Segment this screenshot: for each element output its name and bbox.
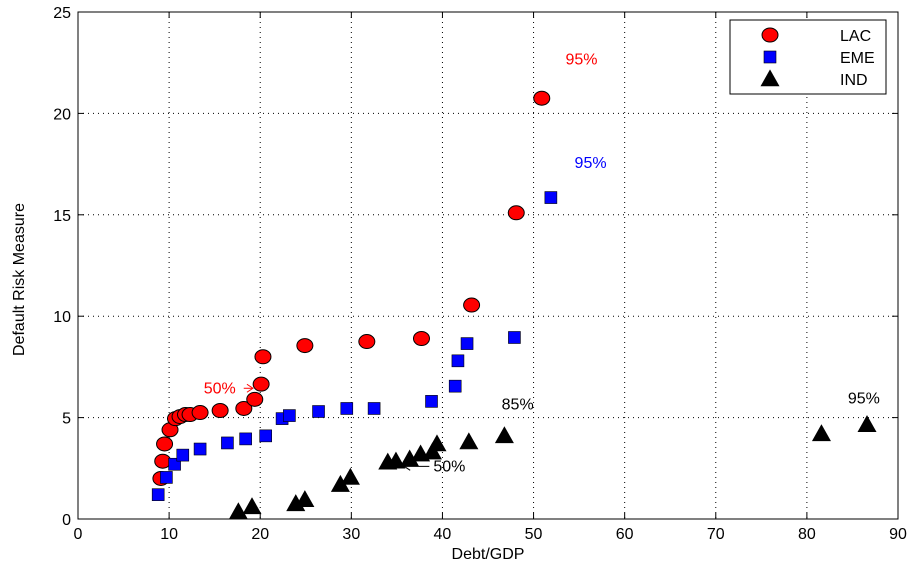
legend-label-eme: EME [840, 50, 875, 67]
data-marks [151, 90, 877, 520]
lac-point [254, 349, 272, 365]
lac-point [211, 403, 229, 419]
x-tick-label: 0 [74, 526, 83, 543]
lac-point [235, 400, 253, 416]
ind-point [427, 434, 447, 452]
lac-point [533, 90, 551, 106]
annotation-arrowhead [246, 383, 254, 393]
legend-label-lac: LAC [840, 28, 871, 45]
annotation-label: 50% [204, 380, 236, 397]
annotation-label: 85% [502, 396, 534, 413]
eme-point [451, 354, 465, 368]
ind-point [494, 426, 514, 444]
lac-point [191, 405, 209, 421]
y-tick-label: 5 [62, 411, 71, 428]
eme-point [259, 429, 272, 443]
ind-point [386, 451, 406, 469]
lac-point [252, 376, 270, 392]
eme-point [460, 337, 474, 350]
x-tick-label: 30 [342, 526, 360, 543]
ind-point [459, 432, 479, 450]
legend-marker-eme [763, 50, 777, 64]
axis-ticks: 0 10 20 30 40 50 60 70 80 90 0 5 10 15 20 25 [53, 5, 907, 543]
annotation-label: 95% [565, 52, 597, 69]
y-tick-label: 20 [53, 106, 71, 123]
eme-point [508, 331, 521, 344]
y-tick-label: 15 [53, 208, 71, 225]
eme-point [340, 402, 354, 415]
annotation-label: 95% [848, 390, 880, 407]
lac-point [463, 297, 481, 313]
x-tick-label: 60 [616, 526, 634, 543]
annotation-label: 50% [433, 458, 465, 475]
lac-point [246, 391, 264, 407]
eme-point [312, 405, 325, 418]
x-tick-label: 80 [798, 526, 816, 543]
y-tick-label: 10 [53, 309, 71, 326]
eme-point [193, 442, 207, 456]
eme-point [151, 488, 165, 501]
eme-point [367, 402, 381, 415]
x-tick-label: 20 [251, 526, 269, 543]
series-eme [151, 191, 558, 501]
annotation-arrowhead [403, 461, 411, 471]
legend-marker-ind [760, 69, 780, 87]
y-tick-label: 25 [53, 5, 71, 22]
eme-point [176, 448, 190, 462]
lac-point [156, 436, 174, 452]
plot-frame [77, 11, 899, 520]
eme-point [239, 432, 252, 446]
lac-point [412, 331, 430, 347]
eme-point [425, 395, 438, 408]
ind-point [228, 502, 248, 520]
eme-point [283, 409, 296, 422]
eme-point [448, 379, 462, 393]
eme-point [160, 471, 173, 484]
x-tick-label: 90 [889, 526, 907, 543]
ind-point [811, 424, 831, 442]
ind-point [340, 467, 360, 485]
grid [78, 12, 898, 519]
lac-point [296, 338, 314, 354]
legend-label-ind: IND [840, 72, 868, 89]
series-ind [228, 415, 877, 520]
x-tick-label: 50 [525, 526, 543, 543]
lac-point [507, 205, 525, 221]
annotation-label: 95% [575, 155, 607, 172]
ind-point [857, 415, 877, 432]
ind-point [242, 497, 262, 515]
legend: LAC EME IND [729, 19, 887, 95]
eme-point [221, 436, 234, 450]
y-axis-label: Default Risk Measure [11, 203, 28, 356]
lac-point [358, 334, 376, 350]
series-lac [152, 90, 551, 486]
x-axis-label: Debt/GDP [452, 546, 525, 563]
x-tick-label: 40 [434, 526, 452, 543]
ind-point [295, 490, 315, 508]
y-tick-label: 0 [62, 512, 71, 529]
legend-box [729, 19, 887, 95]
x-tick-label: 10 [160, 526, 178, 543]
eme-point [544, 191, 558, 204]
x-tick-label: 70 [707, 526, 725, 543]
legend-marker-lac [761, 27, 779, 43]
annotations: 95% 95% 50% 85% 95% 50% [204, 52, 880, 476]
